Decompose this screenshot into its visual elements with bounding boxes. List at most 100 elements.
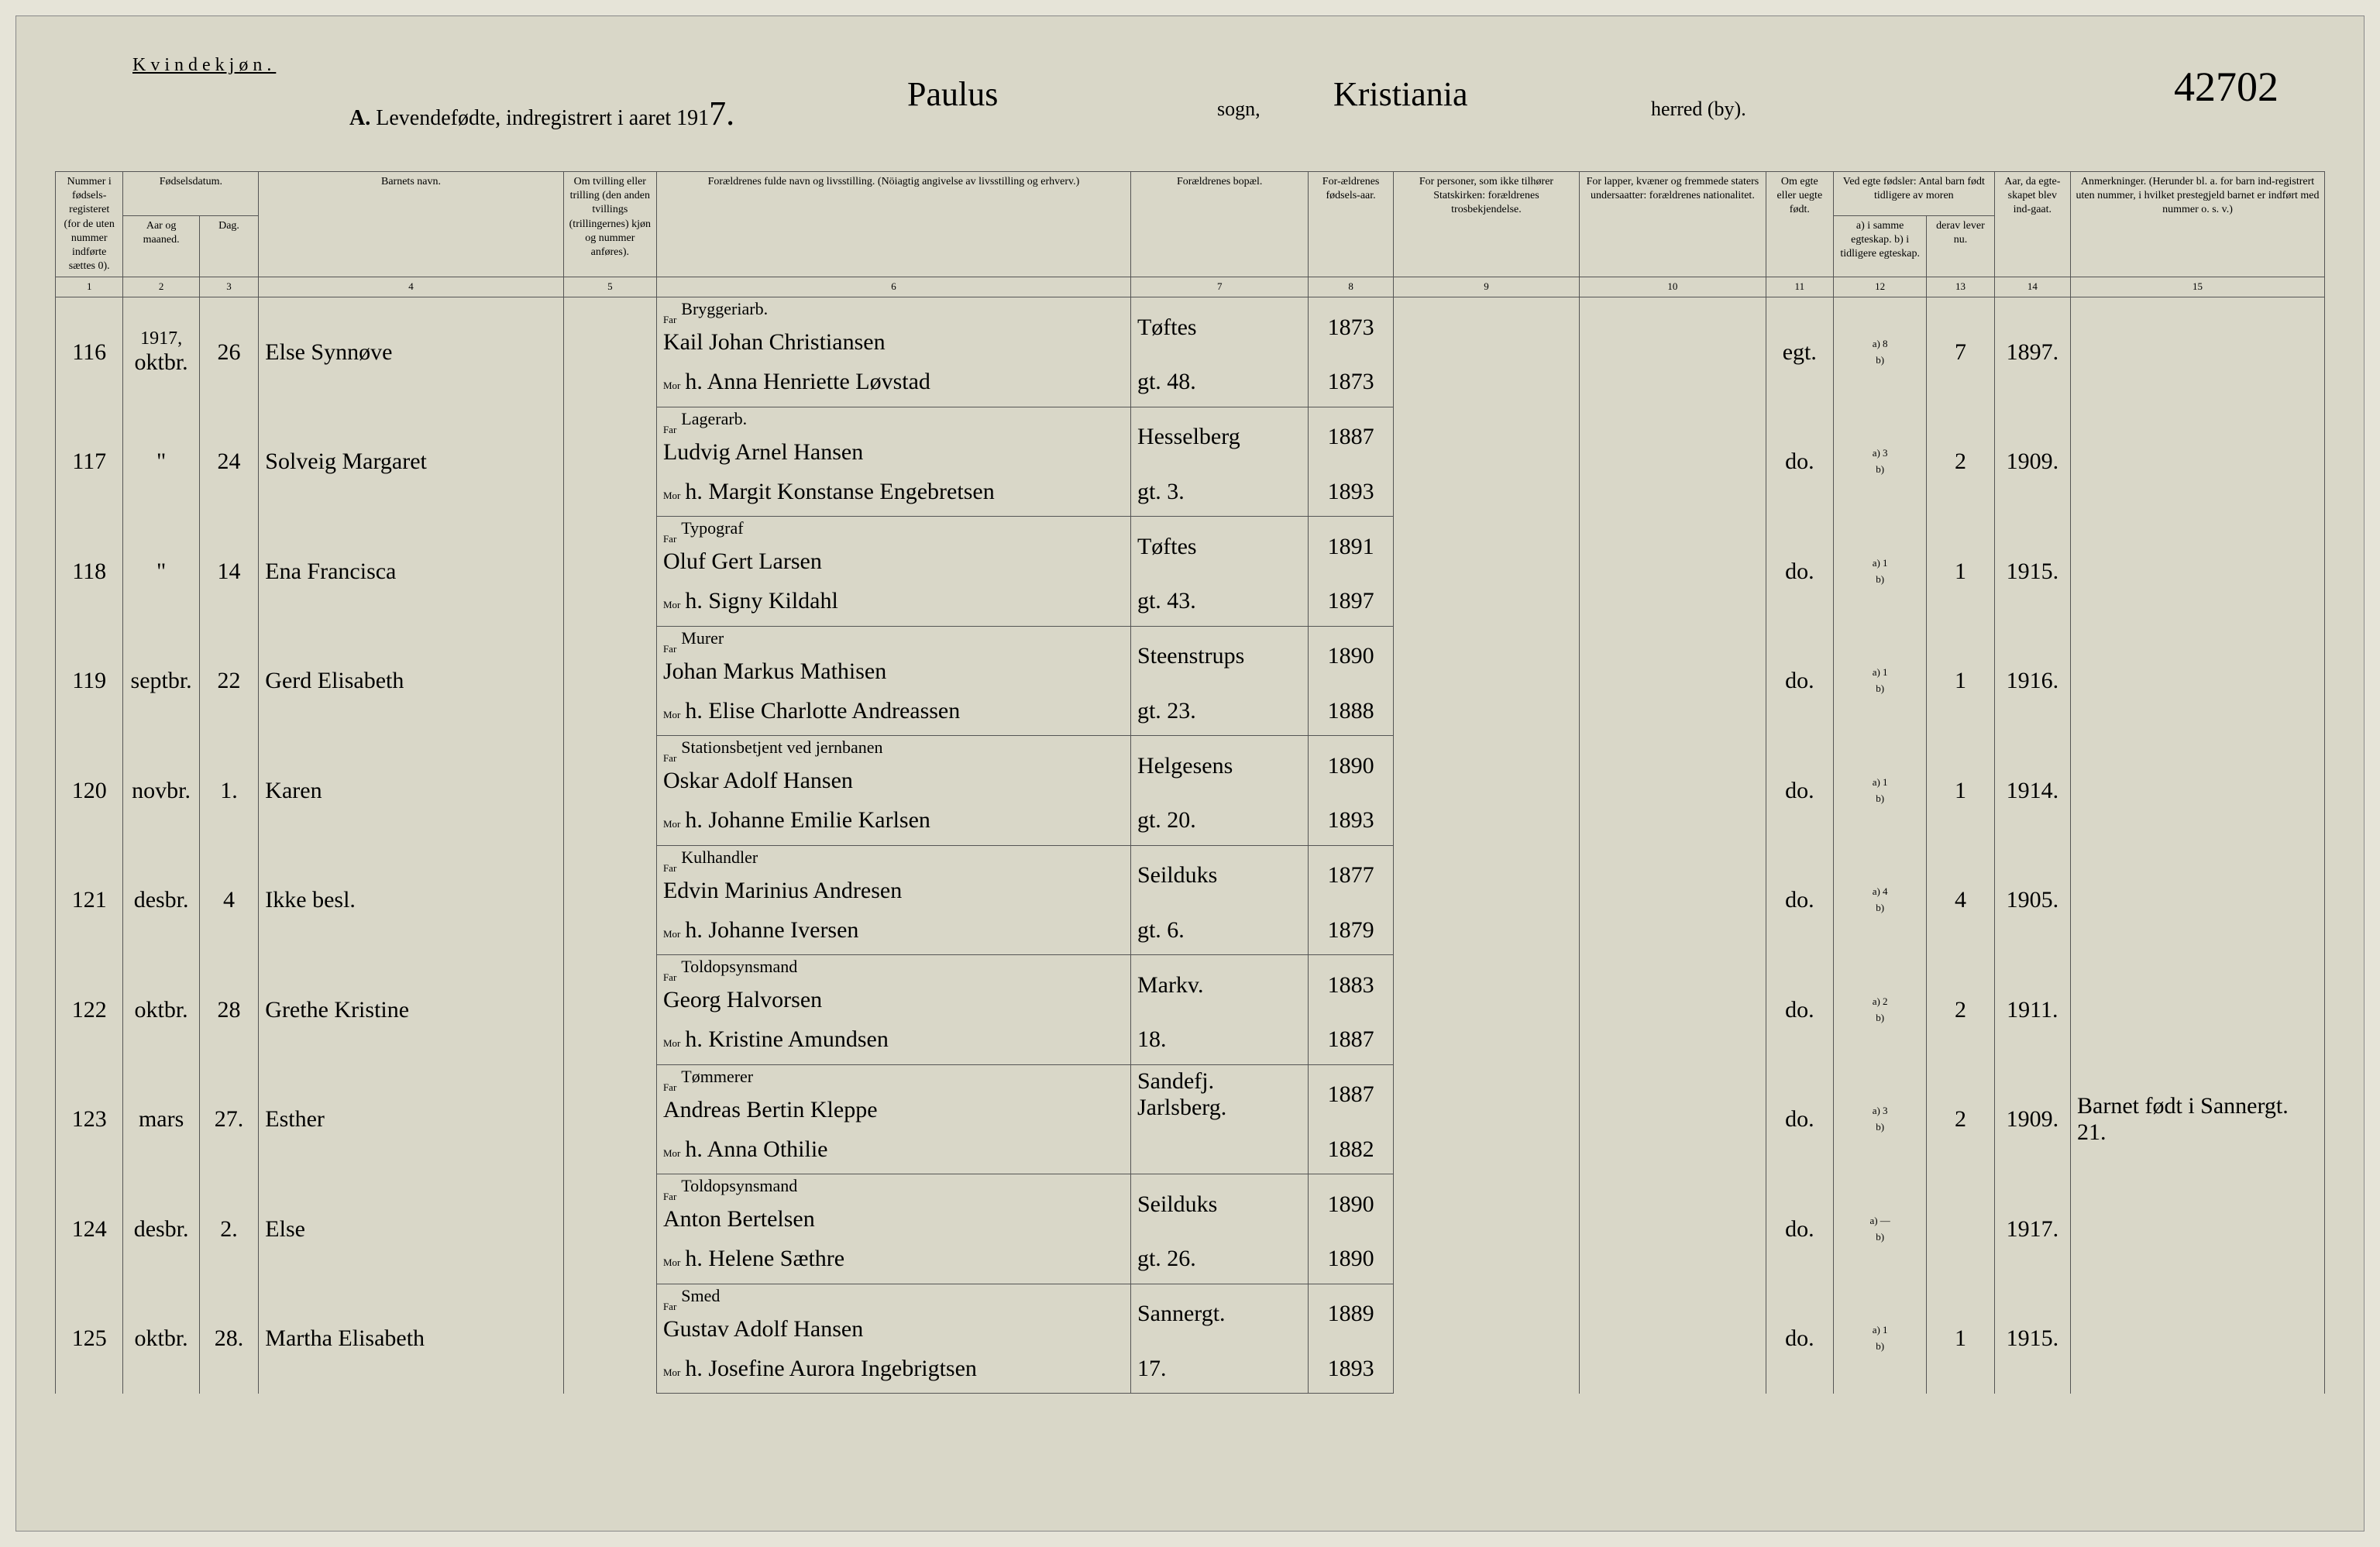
remarks: Barnet født i Sannergt. 21.: [2071, 1064, 2325, 1174]
alive: 2: [1927, 407, 1994, 517]
father: FarBryggeriarb.Kail Johan Christiansen: [656, 297, 1130, 358]
mother-address: gt. 20.: [1130, 796, 1309, 845]
col-header: derav lever nu.: [1927, 215, 1994, 277]
column-number: 11: [1766, 277, 1833, 297]
remarks: [2071, 297, 2325, 407]
father: FarToldopsynsmandAnton Bertelsen: [656, 1174, 1130, 1235]
alive: 1: [1927, 1284, 1994, 1394]
father-address: Markv.: [1130, 955, 1309, 1016]
remarks: [2071, 1284, 2325, 1394]
alive: 1: [1927, 736, 1994, 846]
mother-address: gt. 26.: [1130, 1234, 1309, 1284]
month: ": [123, 407, 199, 517]
day: 1.: [199, 736, 259, 846]
marriage-year: 1897.: [1994, 297, 2070, 407]
column-number: 13: [1927, 277, 1994, 297]
nation: [1580, 297, 1766, 407]
legitimate: do.: [1766, 407, 1833, 517]
child-name: Grethe Kristine: [259, 955, 563, 1065]
religion: [1393, 1064, 1579, 1174]
nation: [1580, 736, 1766, 846]
month: ": [123, 517, 199, 627]
day: 27.: [199, 1064, 259, 1174]
mother: Morh. Johanne Iversen: [656, 906, 1130, 955]
remarks: [2071, 407, 2325, 517]
marriage-year: 1909.: [1994, 1064, 2070, 1174]
col-header: Aar og maaned.: [123, 215, 199, 277]
table-row: 121desbr.4Ikke besl.FarKulhandlerEdvin M…: [56, 845, 2325, 906]
prev-children: a) 1b): [1834, 517, 1927, 627]
col-header: a) i samme egteskap. b) i tidligere egte…: [1834, 215, 1927, 277]
title-main: Levendefødte, indregistrert i aaret 191: [376, 106, 709, 130]
father: FarTømmererAndreas Bertin Kleppe: [656, 1064, 1130, 1125]
column-number: 5: [563, 277, 656, 297]
col-header: Barnets navn.: [259, 172, 563, 277]
gender-label: Kvindekjøn.: [132, 55, 276, 76]
col-header: Ved egte fødsler: Antal barn født tidlig…: [1834, 172, 1995, 216]
col-header: Om egte eller uegte født.: [1766, 172, 1833, 277]
mother: Morh. Elise Charlotte Andreassen: [656, 686, 1130, 736]
father-year: 1890: [1309, 1174, 1393, 1235]
prev-children: a) 4b): [1834, 845, 1927, 955]
col-header: Anmerkninger. (Herunder bl. a. for barn …: [2071, 172, 2325, 277]
alive: [1927, 1174, 1994, 1284]
prev-children: a) 3b): [1834, 407, 1927, 517]
marriage-year: 1914.: [1994, 736, 2070, 846]
father-address: Hesselberg: [1130, 407, 1309, 467]
col-header: Forældrenes fulde navn og livsstilling. …: [656, 172, 1130, 277]
legitimate: do.: [1766, 517, 1833, 627]
mother-address: gt. 6.: [1130, 906, 1309, 955]
twin: [563, 736, 656, 846]
mother-year: 1887: [1309, 1015, 1393, 1064]
column-number: 1: [56, 277, 123, 297]
father: FarKulhandlerEdvin Marinius Andresen: [656, 845, 1130, 906]
prev-children: a) 8b): [1834, 297, 1927, 407]
remarks: [2071, 626, 2325, 736]
legitimate: do.: [1766, 845, 1833, 955]
twin: [563, 407, 656, 517]
father-address: Tøftes: [1130, 517, 1309, 577]
column-number: 3: [199, 277, 259, 297]
legitimate: do.: [1766, 736, 1833, 846]
mother-address: gt. 23.: [1130, 686, 1309, 736]
mother: Morh. Johanne Emilie Karlsen: [656, 796, 1130, 845]
table-body: 1161917,oktbr.26Else SynnøveFarBryggeria…: [56, 297, 2325, 1394]
col-header: For personer, som ikke tilhører Statskir…: [1393, 172, 1579, 277]
page-number: 42702: [2174, 63, 2279, 111]
father-address: Sandefj. Jarlsberg.: [1130, 1064, 1309, 1125]
nation: [1580, 1174, 1766, 1284]
child-name: Gerd Elisabeth: [259, 626, 563, 736]
child-name: Ikke besl.: [259, 845, 563, 955]
nation: [1580, 845, 1766, 955]
remarks: [2071, 955, 2325, 1065]
father-address: Helgesens: [1130, 736, 1309, 796]
marriage-year: 1909.: [1994, 407, 2070, 517]
alive: 2: [1927, 955, 1994, 1065]
father-year: 1891: [1309, 517, 1393, 577]
religion: [1393, 1174, 1579, 1284]
father-year: 1887: [1309, 407, 1393, 467]
father: FarToldopsynsmandGeorg Halvorsen: [656, 955, 1130, 1016]
table-row: 124desbr.2.ElseFarToldopsynsmandAnton Be…: [56, 1174, 2325, 1235]
table-row: 125oktbr.28.Martha ElisabethFarSmedGusta…: [56, 1284, 2325, 1344]
table-row: 120novbr.1.KarenFarStationsbetjent ved j…: [56, 736, 2325, 796]
col-header: Om tvilling eller trilling (den anden tv…: [563, 172, 656, 277]
column-number: 12: [1834, 277, 1927, 297]
father-year: 1877: [1309, 845, 1393, 906]
alive: 4: [1927, 845, 1994, 955]
day: 28: [199, 955, 259, 1065]
title-year-digit: 7.: [709, 95, 734, 132]
mother-year: 1893: [1309, 467, 1393, 517]
mother-address: 17.: [1130, 1344, 1309, 1394]
legitimate: do.: [1766, 1064, 1833, 1174]
alive: 7: [1927, 297, 1994, 407]
father-address: Tøftes: [1130, 297, 1309, 358]
marriage-year: 1917.: [1994, 1174, 2070, 1284]
prev-children: a) 3b): [1834, 1064, 1927, 1174]
religion: [1393, 297, 1579, 407]
father-address: Seilduks: [1130, 1174, 1309, 1235]
mother-address: gt. 3.: [1130, 467, 1309, 517]
child-name: Solveig Margaret: [259, 407, 563, 517]
month: novbr.: [123, 736, 199, 846]
column-number: 9: [1393, 277, 1579, 297]
